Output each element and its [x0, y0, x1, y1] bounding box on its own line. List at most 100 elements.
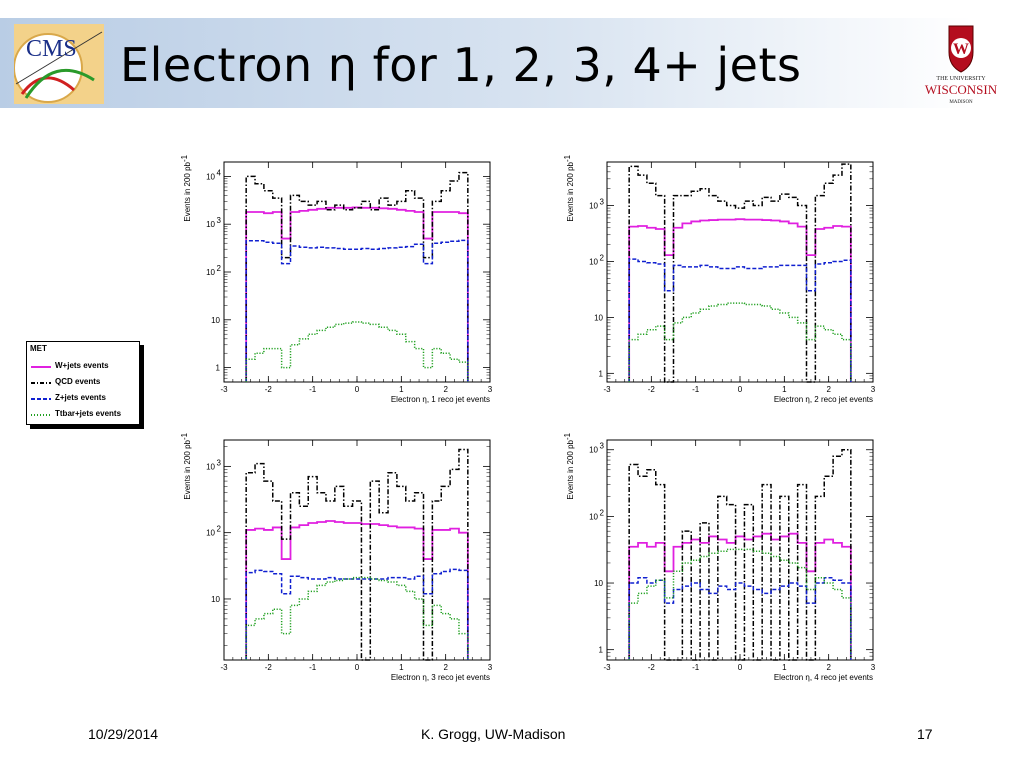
y-tick-label: 10 — [211, 595, 220, 604]
series-line-qcd-events — [628, 163, 852, 383]
x-tick-label: 2 — [443, 385, 448, 394]
legend-swatch-zjets — [31, 398, 51, 400]
x-tick-label: 0 — [355, 385, 360, 394]
series-line-ttbar-jets-events — [245, 576, 469, 660]
y-tick-label: 10 — [206, 268, 215, 277]
x-tick-label: -3 — [220, 663, 228, 672]
plot-frame — [606, 161, 874, 383]
legend-swatch-wjets — [31, 366, 51, 368]
series-line-qcd-events — [245, 171, 469, 382]
legend-label-wjets: W+jets events — [55, 361, 109, 370]
legend-entry-qcd: QCD events — [29, 376, 139, 388]
uw-logo-line3: MADISON — [949, 100, 973, 105]
series-line-qcd-events — [245, 448, 469, 661]
x-tick-label: 0 — [355, 663, 360, 672]
x-tick-label: -3 — [220, 385, 228, 394]
x-tick-label: 1 — [782, 385, 787, 394]
series-line-z-jets-events — [628, 258, 852, 382]
y-tick-label: 10 — [206, 529, 215, 538]
slide-title: Electron η for 1, 2, 3, 4+ jets — [120, 38, 802, 92]
y-tick-label: 1 — [599, 646, 604, 655]
x-tick-label: 3 — [871, 385, 876, 394]
y-tick-label: 10 — [589, 446, 598, 455]
y-tick-exponent: 4 — [217, 168, 222, 177]
legend-entry-zjets: Z+jets events — [29, 392, 139, 404]
x-axis-label: Electron η, 2 reco jet events — [774, 395, 873, 404]
x-tick-label: 3 — [871, 663, 876, 672]
y-tick-label: 10 — [594, 313, 603, 322]
x-axis-label: Electron η, 3 reco jet events — [391, 673, 490, 682]
legend-label-qcd: QCD events — [55, 377, 101, 386]
y-axis-label: Events in 200 pb — [183, 439, 192, 499]
legend-entry-wjets: W+jets events — [29, 360, 139, 372]
y-tick-exponent: 3 — [600, 198, 605, 207]
chart-panel-1-jet: -3 -2 -1 0 1 2 3 1 10 10 2 10 3 10 4 Electron η, 1 reco… — [150, 152, 493, 404]
x-tick-label: 3 — [488, 385, 493, 394]
y-tick-label: 1 — [216, 364, 221, 373]
legend-label-ttbar: Ttbar+jets events — [55, 409, 122, 418]
y-tick-exponent: 2 — [217, 525, 222, 534]
x-tick-label: -2 — [648, 663, 656, 672]
x-tick-label: 1 — [399, 663, 404, 672]
series-line-z-jets-events — [245, 239, 469, 382]
x-tick-label: 0 — [738, 663, 743, 672]
y-tick-label: 1 — [599, 369, 604, 378]
y-tick-exponent: 2 — [600, 253, 605, 262]
cms-logo-track-black — [15, 31, 103, 85]
x-tick-label: -3 — [603, 663, 611, 672]
y-axis-label: Events in 200 pb — [566, 439, 575, 499]
y-tick-label: 10 — [594, 579, 603, 588]
plot-frame — [223, 161, 491, 383]
y-tick-label: 10 — [206, 172, 215, 181]
x-tick-label: 1 — [399, 385, 404, 394]
chart-legend: MET W+jets events QCD events Z+jets even… — [26, 341, 140, 425]
x-tick-label: -1 — [692, 663, 700, 672]
x-tick-label: 2 — [826, 385, 831, 394]
cms-logo: CMS — [14, 24, 104, 104]
y-axis-label-superscript: -1 — [180, 432, 189, 440]
x-tick-label: -2 — [265, 385, 273, 394]
series-line-w-jets-events — [245, 206, 469, 382]
legend-swatch-qcd — [31, 382, 51, 384]
y-axis-label: Events in 200 pb — [566, 161, 575, 221]
uw-shield-letter: W — [953, 41, 969, 58]
y-axis-label-superscript: -1 — [180, 154, 189, 162]
legend-label-zjets: Z+jets events — [55, 393, 106, 402]
chart-panel-4-jet: -3 -2 -1 0 1 2 3 1 10 10 2 10 3 Electron η, 4 reco je… — [533, 430, 876, 682]
x-tick-label: -2 — [648, 385, 656, 394]
x-tick-label: -1 — [692, 385, 700, 394]
y-axis-label-superscript: -1 — [563, 432, 572, 440]
footer-date: 10/29/2014 — [88, 726, 159, 742]
y-tick-exponent: 2 — [600, 508, 605, 517]
plot-frame — [223, 439, 491, 661]
legend-swatch-ttbar — [31, 414, 51, 416]
y-tick-label: 10 — [211, 316, 220, 325]
y-tick-label: 10 — [206, 220, 215, 229]
x-tick-label: -1 — [309, 663, 317, 672]
y-tick-exponent: 2 — [217, 264, 222, 273]
x-axis-label: Electron η, 4 reco jet events — [774, 673, 873, 682]
y-axis-label: Events in 200 pb — [183, 161, 192, 221]
series-line-qcd-events — [628, 448, 852, 661]
y-tick-label: 10 — [206, 462, 215, 471]
series-line-ttbar-jets-events — [628, 548, 852, 660]
x-tick-label: 2 — [826, 663, 831, 672]
chart-panel-3-jet: -3 -2 -1 0 1 2 3 10 10 2 10 3 Electron η, 3 reco jet… — [150, 430, 493, 682]
cms-logo-track-green — [24, 68, 95, 99]
y-tick-exponent: 3 — [600, 442, 605, 451]
y-tick-label: 10 — [589, 512, 598, 521]
x-tick-label: 0 — [738, 385, 743, 394]
x-tick-label: 1 — [782, 663, 787, 672]
x-tick-label: 2 — [443, 663, 448, 672]
y-tick-label: 10 — [589, 202, 598, 211]
y-tick-exponent: 3 — [217, 216, 222, 225]
x-tick-label: -1 — [309, 385, 317, 394]
footer-author: K. Grogg, UW-Madison — [421, 726, 566, 742]
series-line-ttbar-jets-events — [245, 321, 469, 382]
legend-header: MET — [30, 344, 47, 353]
legend-entry-ttbar: Ttbar+jets events — [29, 408, 139, 420]
uw-shield-badge — [951, 38, 971, 58]
